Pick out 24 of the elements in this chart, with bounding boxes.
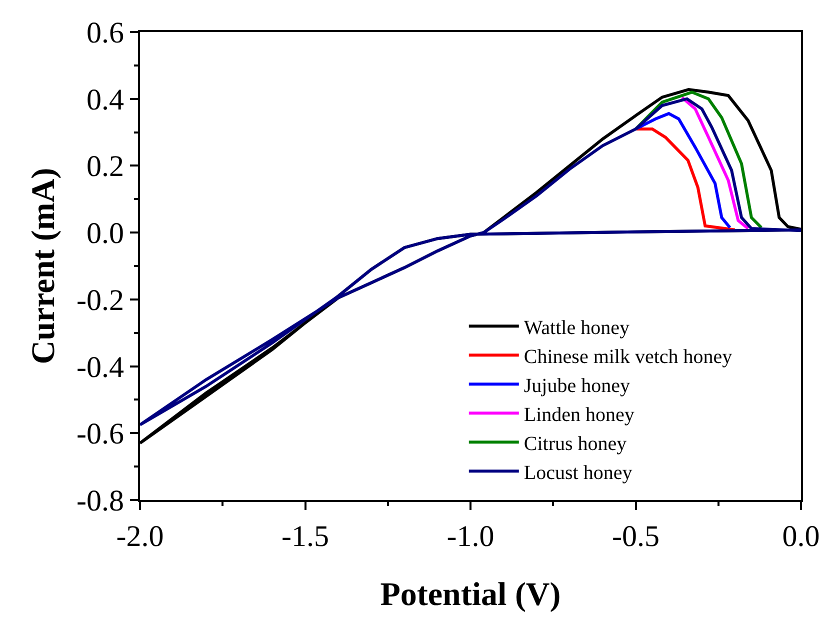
x-axis-title: Potential (V): [380, 577, 561, 614]
y-axis-title: Current (mA): [26, 168, 62, 364]
y-tick-label: 0.4: [86, 83, 124, 116]
legend-label: Locust honey: [524, 462, 632, 484]
legend-label: Citrus honey: [524, 432, 627, 455]
x-tick-label: -1.0: [446, 520, 494, 553]
y-tick-label: -0.2: [76, 284, 124, 317]
y-tick-label: 0.0: [86, 217, 124, 250]
y-tick-label: -0.8: [76, 484, 124, 518]
legend-label: Jujube honey: [524, 374, 630, 397]
legend-label: Wattle honey: [524, 316, 630, 339]
x-tick-label: -1.5: [282, 520, 329, 553]
line-series: [634, 112, 732, 230]
y-tick-label: -0.6: [76, 418, 124, 451]
x-tick-label: -0.5: [612, 520, 660, 553]
y-tick-label: -0.4: [76, 350, 124, 384]
y-tick-label: 0.2: [86, 150, 124, 184]
legend-label: Linden honey: [524, 404, 634, 426]
y-tick-label: 0.6: [86, 16, 124, 50]
x-tick-label: -2.0: [116, 520, 164, 553]
line-series: [634, 127, 736, 232]
line-series: [680, 96, 750, 230]
x-tick-label: 0.0: [782, 520, 820, 553]
legend-label: Chinese milk vetch honey: [524, 346, 732, 368]
